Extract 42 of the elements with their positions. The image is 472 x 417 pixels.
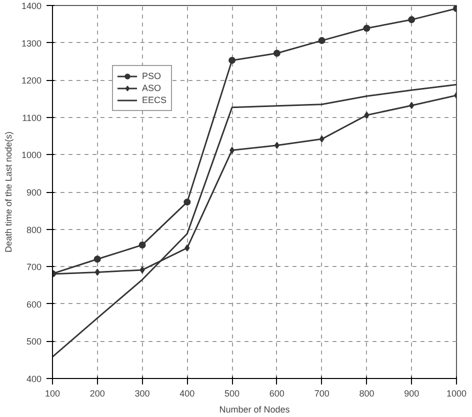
x-tick-label: 600 (269, 388, 284, 398)
x-tick-label: 1000 (446, 388, 467, 398)
point (319, 136, 324, 143)
y-tick-label: 1200 (21, 76, 42, 86)
y-tick-label: 1000 (21, 150, 42, 160)
point (409, 102, 414, 109)
y-tick-label: 1100 (22, 112, 42, 123)
point (318, 37, 326, 44)
point (408, 16, 416, 24)
point (184, 198, 191, 206)
point (273, 50, 280, 57)
y-tick-label: 1300 (21, 38, 42, 48)
point (140, 266, 145, 274)
y-tick-label: 400 (26, 374, 42, 384)
legend-label: EECS (142, 94, 167, 106)
legend-label: ASO (142, 82, 162, 94)
y-tick-label: 500 (26, 336, 42, 347)
y-tick-label: 800 (26, 224, 42, 235)
y-tick-label: 1400 (21, 1, 42, 11)
point (184, 244, 190, 252)
point (363, 24, 370, 32)
x-tick-label: 300 (134, 388, 150, 398)
x-tick-label: 900 (404, 388, 420, 398)
y-tick-label: 600 (26, 299, 42, 310)
legend-label: PSO (142, 70, 162, 82)
point (364, 112, 370, 119)
point (274, 142, 280, 149)
x-tick-label: 500 (224, 388, 240, 398)
x-tick-label: 400 (180, 388, 195, 398)
y-tick-label: 700 (26, 262, 42, 272)
y-tick-label: 900 (26, 188, 42, 198)
point (228, 56, 236, 64)
point (230, 146, 235, 154)
y-axis-title: Death time of the Last node(s) (3, 131, 14, 253)
x-tick-label: 200 (90, 388, 105, 398)
point (138, 241, 146, 248)
x-axis-title: Number of Nodes (219, 404, 290, 414)
x-tick-label: 100 (44, 388, 60, 398)
point (94, 256, 101, 263)
x-tick-label: 700 (314, 388, 330, 398)
x-tick-label: 800 (359, 388, 374, 398)
point (94, 268, 100, 276)
